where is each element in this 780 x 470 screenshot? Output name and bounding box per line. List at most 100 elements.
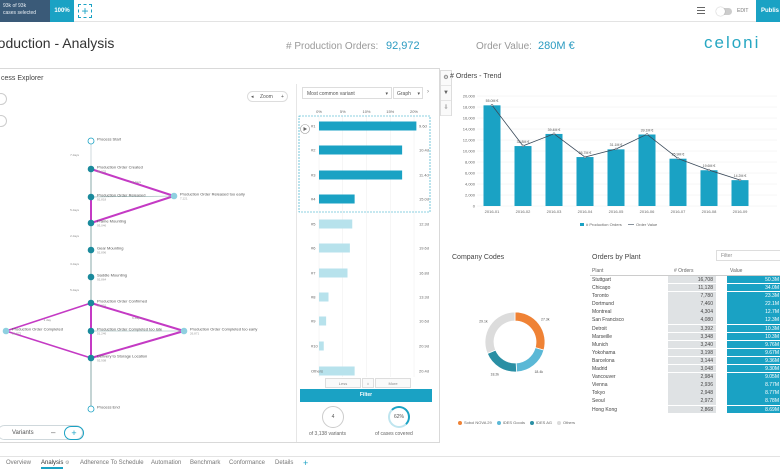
legend-swatch <box>556 420 561 425</box>
table-row[interactable]: Dortmund 7,460 22.1M <box>590 300 780 308</box>
trend-y-tick: 8,000 <box>465 160 476 165</box>
table-row[interactable]: Chicago 11,128 34.0M <box>590 284 780 292</box>
selection-info[interactable]: 93k of 93k cases selected <box>0 0 50 22</box>
filter-icon[interactable]: ▼ <box>441 86 451 101</box>
table-row[interactable]: Barcelona 3,144 9.36M <box>590 356 780 365</box>
variant-bar <box>319 170 403 180</box>
variants-count-caption: of 3,138 variants <box>309 431 346 437</box>
table-row[interactable]: Toronto 7,780 23.3M <box>590 292 780 300</box>
tab-analysis[interactable]: Analysis <box>41 460 64 469</box>
orders-by-plant-table: Plant # Orders Value Stuttgart 16,708 50.3M Ch… <box>590 266 780 414</box>
more-button[interactable]: More <box>375 378 411 388</box>
selection-count: 93k of 93k <box>3 3 27 9</box>
selection-percent[interactable]: 100% <box>50 0 74 22</box>
process-node <box>180 327 188 335</box>
process-node <box>87 354 95 362</box>
trend-value-label: 39.1M € <box>641 128 654 132</box>
table-row[interactable]: Vienna 2,936 8.77M <box>590 381 780 389</box>
trend-bar <box>669 158 687 206</box>
trend-y-tick: 18,000 <box>463 105 476 110</box>
donut-slice <box>484 311 516 355</box>
trend-y-tick: 12,000 <box>463 138 476 143</box>
home-icon[interactable]: ⌂ <box>362 378 374 388</box>
zoom-in-icon[interactable]: + <box>281 94 284 100</box>
table-row[interactable]: Munich 3,240 9.76M <box>590 340 780 349</box>
column-header[interactable]: Plant <box>592 268 604 274</box>
company-codes-donut[interactable]: 27.3k 18.4k 18.2k 29.1k <box>450 265 580 415</box>
table-row[interactable]: Yokohama 3,198 9.67M <box>590 348 780 357</box>
trend-chart-title: # Orders - Trend <box>450 73 502 80</box>
legend-item[interactable]: Others <box>556 420 575 425</box>
table-row[interactable]: Vancouver 2,984 9.05M <box>590 373 780 381</box>
table-row[interactable]: Madrid 3,048 9.30M <box>590 365 780 373</box>
column-header[interactable]: # Orders <box>674 268 694 274</box>
legend-label: Sobol NOVA 29 <box>464 420 492 425</box>
table-row[interactable]: Stuttgart 16,708 50.3M <box>590 276 780 284</box>
trend-bar <box>607 149 625 206</box>
orders-by-plant-title: Orders by Plant <box>592 254 641 261</box>
filter-button[interactable]: Filter <box>300 389 432 402</box>
component-toolbar: ⚙ ▼ ⇩ <box>440 70 452 116</box>
variant-duration: 19.6d <box>419 246 429 251</box>
tab-adherence-to-schedule[interactable]: Adherence To Schedule <box>80 460 144 466</box>
add-selection-icon[interactable]: + <box>78 4 92 18</box>
publish-button[interactable]: Publis <box>756 0 780 22</box>
table-row[interactable]: San Francisco 4,080 12.3M <box>590 316 780 324</box>
tab-benchmark[interactable]: Benchmark <box>190 460 221 466</box>
tab-automation[interactable]: Automation <box>151 460 182 466</box>
plant-cell: Dortmund <box>592 301 614 308</box>
legend-item[interactable]: Sobol NOVA 29 <box>458 420 492 425</box>
value-cell: 9.76M <box>727 340 780 349</box>
variant-bars[interactable]: 0% 5% 10% 15% 20% #1 9.6d #2 10.4d #3 11.4d #4 15.0d… <box>297 102 437 392</box>
gear-icon[interactable]: ⚙ <box>441 71 451 86</box>
column-header[interactable]: Value <box>730 268 743 274</box>
zoom-label: Zoom <box>260 94 273 100</box>
tab-overview[interactable]: Overview <box>6 460 32 466</box>
edit-toggle[interactable] <box>716 7 732 16</box>
process-edge <box>90 168 175 197</box>
kpi-order-value-value: 280M € <box>538 40 575 52</box>
table-row[interactable]: Detroit 3,392 10.3M <box>590 324 780 333</box>
variant-duration: 10.6d <box>419 319 429 324</box>
process-node <box>170 192 178 200</box>
legend-item[interactable]: IDES Goods <box>496 420 525 425</box>
variants-count: 4 <box>322 406 344 428</box>
variant-sort-dropdown[interactable]: Most common variant ▾ <box>302 87 392 99</box>
zoom-control[interactable]: ◂ Zoom + <box>247 91 288 102</box>
hamburger-menu-icon[interactable] <box>697 5 705 15</box>
chevron-right-icon[interactable]: › <box>427 89 429 95</box>
trend-chart[interactable]: 0 2,000 4,000 6,000 8,000 10,000 12,000 14,000 1… <box>450 84 780 234</box>
process-node <box>87 219 95 227</box>
orders-cell: 4,080 <box>668 316 716 324</box>
table-row[interactable]: Montreal 4,304 12.7M <box>590 308 780 316</box>
orders-cell: 3,392 <box>668 324 716 332</box>
tab-details[interactable]: Details <box>275 460 294 466</box>
zoom-out-icon[interactable]: ◂ <box>251 94 254 100</box>
process-node-count: 93,001 <box>97 304 107 308</box>
table-row[interactable]: Tokyo 2,948 8.77M <box>590 389 780 397</box>
process-map[interactable]: 7 days 5 days 2 days 3 days 5 days 4 days 6 da… <box>0 69 291 444</box>
table-row[interactable]: Marseille 3,348 10.3M <box>590 332 780 341</box>
view-mode-dropdown[interactable]: Graph ▾ <box>393 87 423 99</box>
download-icon[interactable]: ⇩ <box>441 101 451 116</box>
variants-minus-button[interactable]: – <box>51 428 56 437</box>
tab-settings-icon[interactable]: ⚙ <box>65 460 70 466</box>
add-sheet-icon[interactable]: + <box>303 458 309 468</box>
variants-plus-button[interactable]: + <box>64 426 84 440</box>
variants-slider[interactable]: Variants – + <box>0 425 84 440</box>
table-row[interactable]: Hong Kong 2,868 8.69M <box>590 405 780 414</box>
donut-slice-label: 18.2k <box>491 373 500 377</box>
table-row[interactable]: Seoul 2,972 8.78M <box>590 397 780 405</box>
process-node-label: Production Order Created <box>97 165 143 170</box>
legend-label: IDES AG <box>535 420 552 425</box>
trend-y-tick: 10,000 <box>463 149 476 154</box>
tab-conformance[interactable]: Conformance <box>229 460 266 466</box>
less-button[interactable]: Less <box>325 378 361 388</box>
plant-filter-input[interactable]: Filter <box>716 250 780 261</box>
donut-slice-label: 27.3k <box>541 318 550 322</box>
legend-item[interactable]: IDES AG <box>529 420 552 425</box>
trend-bar <box>514 146 532 206</box>
play-icon-triangle <box>303 127 307 131</box>
value-cell: 8.77M <box>727 381 780 389</box>
plant-cell: Vancouver <box>592 374 616 381</box>
